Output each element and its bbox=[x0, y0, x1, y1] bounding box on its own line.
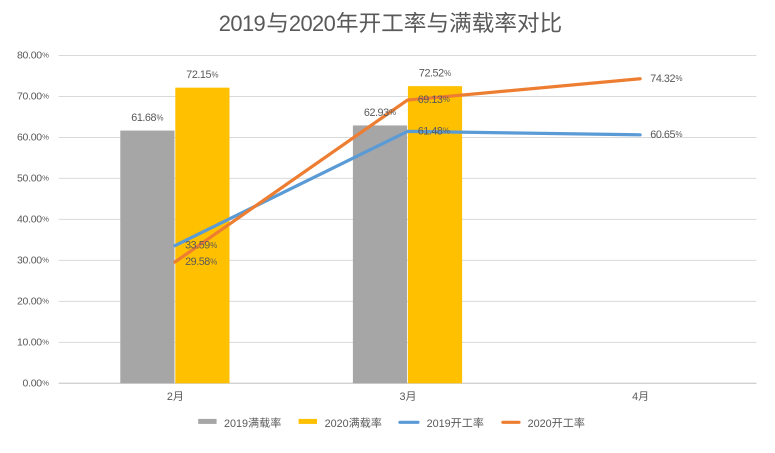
svg-text:%: % bbox=[42, 256, 49, 265]
svg-text:10.00: 10.00 bbox=[17, 336, 42, 348]
svg-text:60.00: 60.00 bbox=[17, 131, 42, 143]
svg-text:%: % bbox=[42, 51, 49, 60]
svg-text:2019: 2019 bbox=[427, 418, 451, 430]
svg-text:%: % bbox=[42, 92, 49, 101]
svg-text:62.93: 62.93 bbox=[364, 107, 389, 119]
svg-text:4: 4 bbox=[632, 391, 638, 403]
svg-text:%: % bbox=[42, 215, 49, 224]
svg-text:2: 2 bbox=[167, 391, 173, 403]
svg-text:%: % bbox=[156, 113, 163, 122]
svg-text:%: % bbox=[443, 127, 450, 136]
svg-text:69.13: 69.13 bbox=[418, 94, 443, 106]
svg-text:20.00: 20.00 bbox=[17, 295, 42, 307]
svg-text:%: % bbox=[210, 257, 217, 266]
svg-text:0.00: 0.00 bbox=[23, 377, 43, 389]
svg-text:80.00: 80.00 bbox=[17, 50, 42, 62]
svg-text:30.00: 30.00 bbox=[17, 254, 42, 266]
svg-text:2019: 2019 bbox=[224, 418, 248, 430]
svg-text:3: 3 bbox=[400, 391, 406, 403]
svg-text:33.59: 33.59 bbox=[185, 240, 210, 252]
svg-text:50.00: 50.00 bbox=[17, 172, 42, 184]
svg-text:%: % bbox=[444, 69, 451, 78]
svg-text:74.32: 74.32 bbox=[650, 73, 675, 85]
svg-text:70.00: 70.00 bbox=[17, 90, 42, 102]
svg-text:2020: 2020 bbox=[528, 418, 552, 430]
svg-text:29.58: 29.58 bbox=[185, 256, 210, 268]
svg-text:61.68: 61.68 bbox=[131, 112, 156, 124]
svg-text:%: % bbox=[42, 338, 49, 347]
svg-text:%: % bbox=[676, 74, 683, 83]
svg-text:72.52: 72.52 bbox=[419, 68, 444, 80]
svg-text:%: % bbox=[443, 95, 450, 104]
svg-text:%: % bbox=[210, 241, 217, 250]
svg-text:%: % bbox=[42, 133, 49, 142]
svg-text:%: % bbox=[389, 108, 396, 117]
svg-text:2019: 2019 bbox=[219, 11, 266, 36]
svg-text:%: % bbox=[42, 379, 49, 388]
svg-text:%: % bbox=[211, 70, 218, 79]
svg-text:%: % bbox=[42, 297, 49, 306]
svg-text:61.48: 61.48 bbox=[418, 125, 443, 137]
svg-text:60.65: 60.65 bbox=[650, 129, 675, 141]
svg-text:40.00: 40.00 bbox=[17, 213, 42, 225]
svg-text:2020: 2020 bbox=[289, 11, 336, 36]
svg-text:2020: 2020 bbox=[325, 418, 349, 430]
svg-text:72.15: 72.15 bbox=[186, 69, 211, 81]
svg-text:%: % bbox=[676, 130, 683, 139]
svg-text:%: % bbox=[42, 174, 49, 183]
